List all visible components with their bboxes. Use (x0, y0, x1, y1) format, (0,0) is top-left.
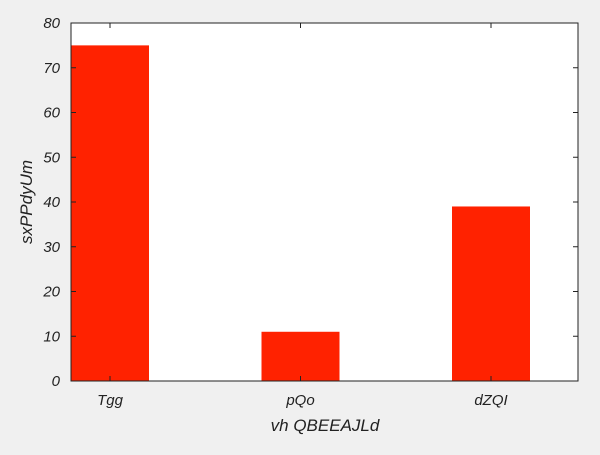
plot-frame (70, 22, 579, 382)
y-tick-label: 80 (43, 15, 60, 32)
y-tick-label: 70 (43, 60, 60, 77)
x-tick-label: Tgg (97, 392, 124, 409)
bar-pQo (261, 331, 340, 381)
bars-layer (71, 45, 530, 381)
y-tick-label: 10 (43, 328, 60, 345)
ticks-layer (71, 22, 578, 382)
y-tick-label: 40 (43, 194, 60, 211)
y-axis-title: sxPPdyUm (17, 160, 36, 244)
x-axis-title: vh QBEEAJLd (271, 416, 380, 435)
y-tick-label: 30 (43, 239, 60, 256)
y-tick-label: 60 (43, 105, 60, 122)
x-tick-label: pQo (285, 392, 314, 409)
tick-labels-layer: Tgg pQo dZQI 0 10 20 30 40 50 60 70 80 (42, 15, 507, 409)
y-tick-label: 50 (43, 149, 60, 166)
y-tick-label: 20 (42, 284, 60, 301)
x-tick-label: dZQI (474, 392, 507, 409)
bar-dZQI (452, 206, 530, 381)
bar-Tgg (71, 45, 149, 381)
y-tick-label: 0 (52, 373, 61, 390)
